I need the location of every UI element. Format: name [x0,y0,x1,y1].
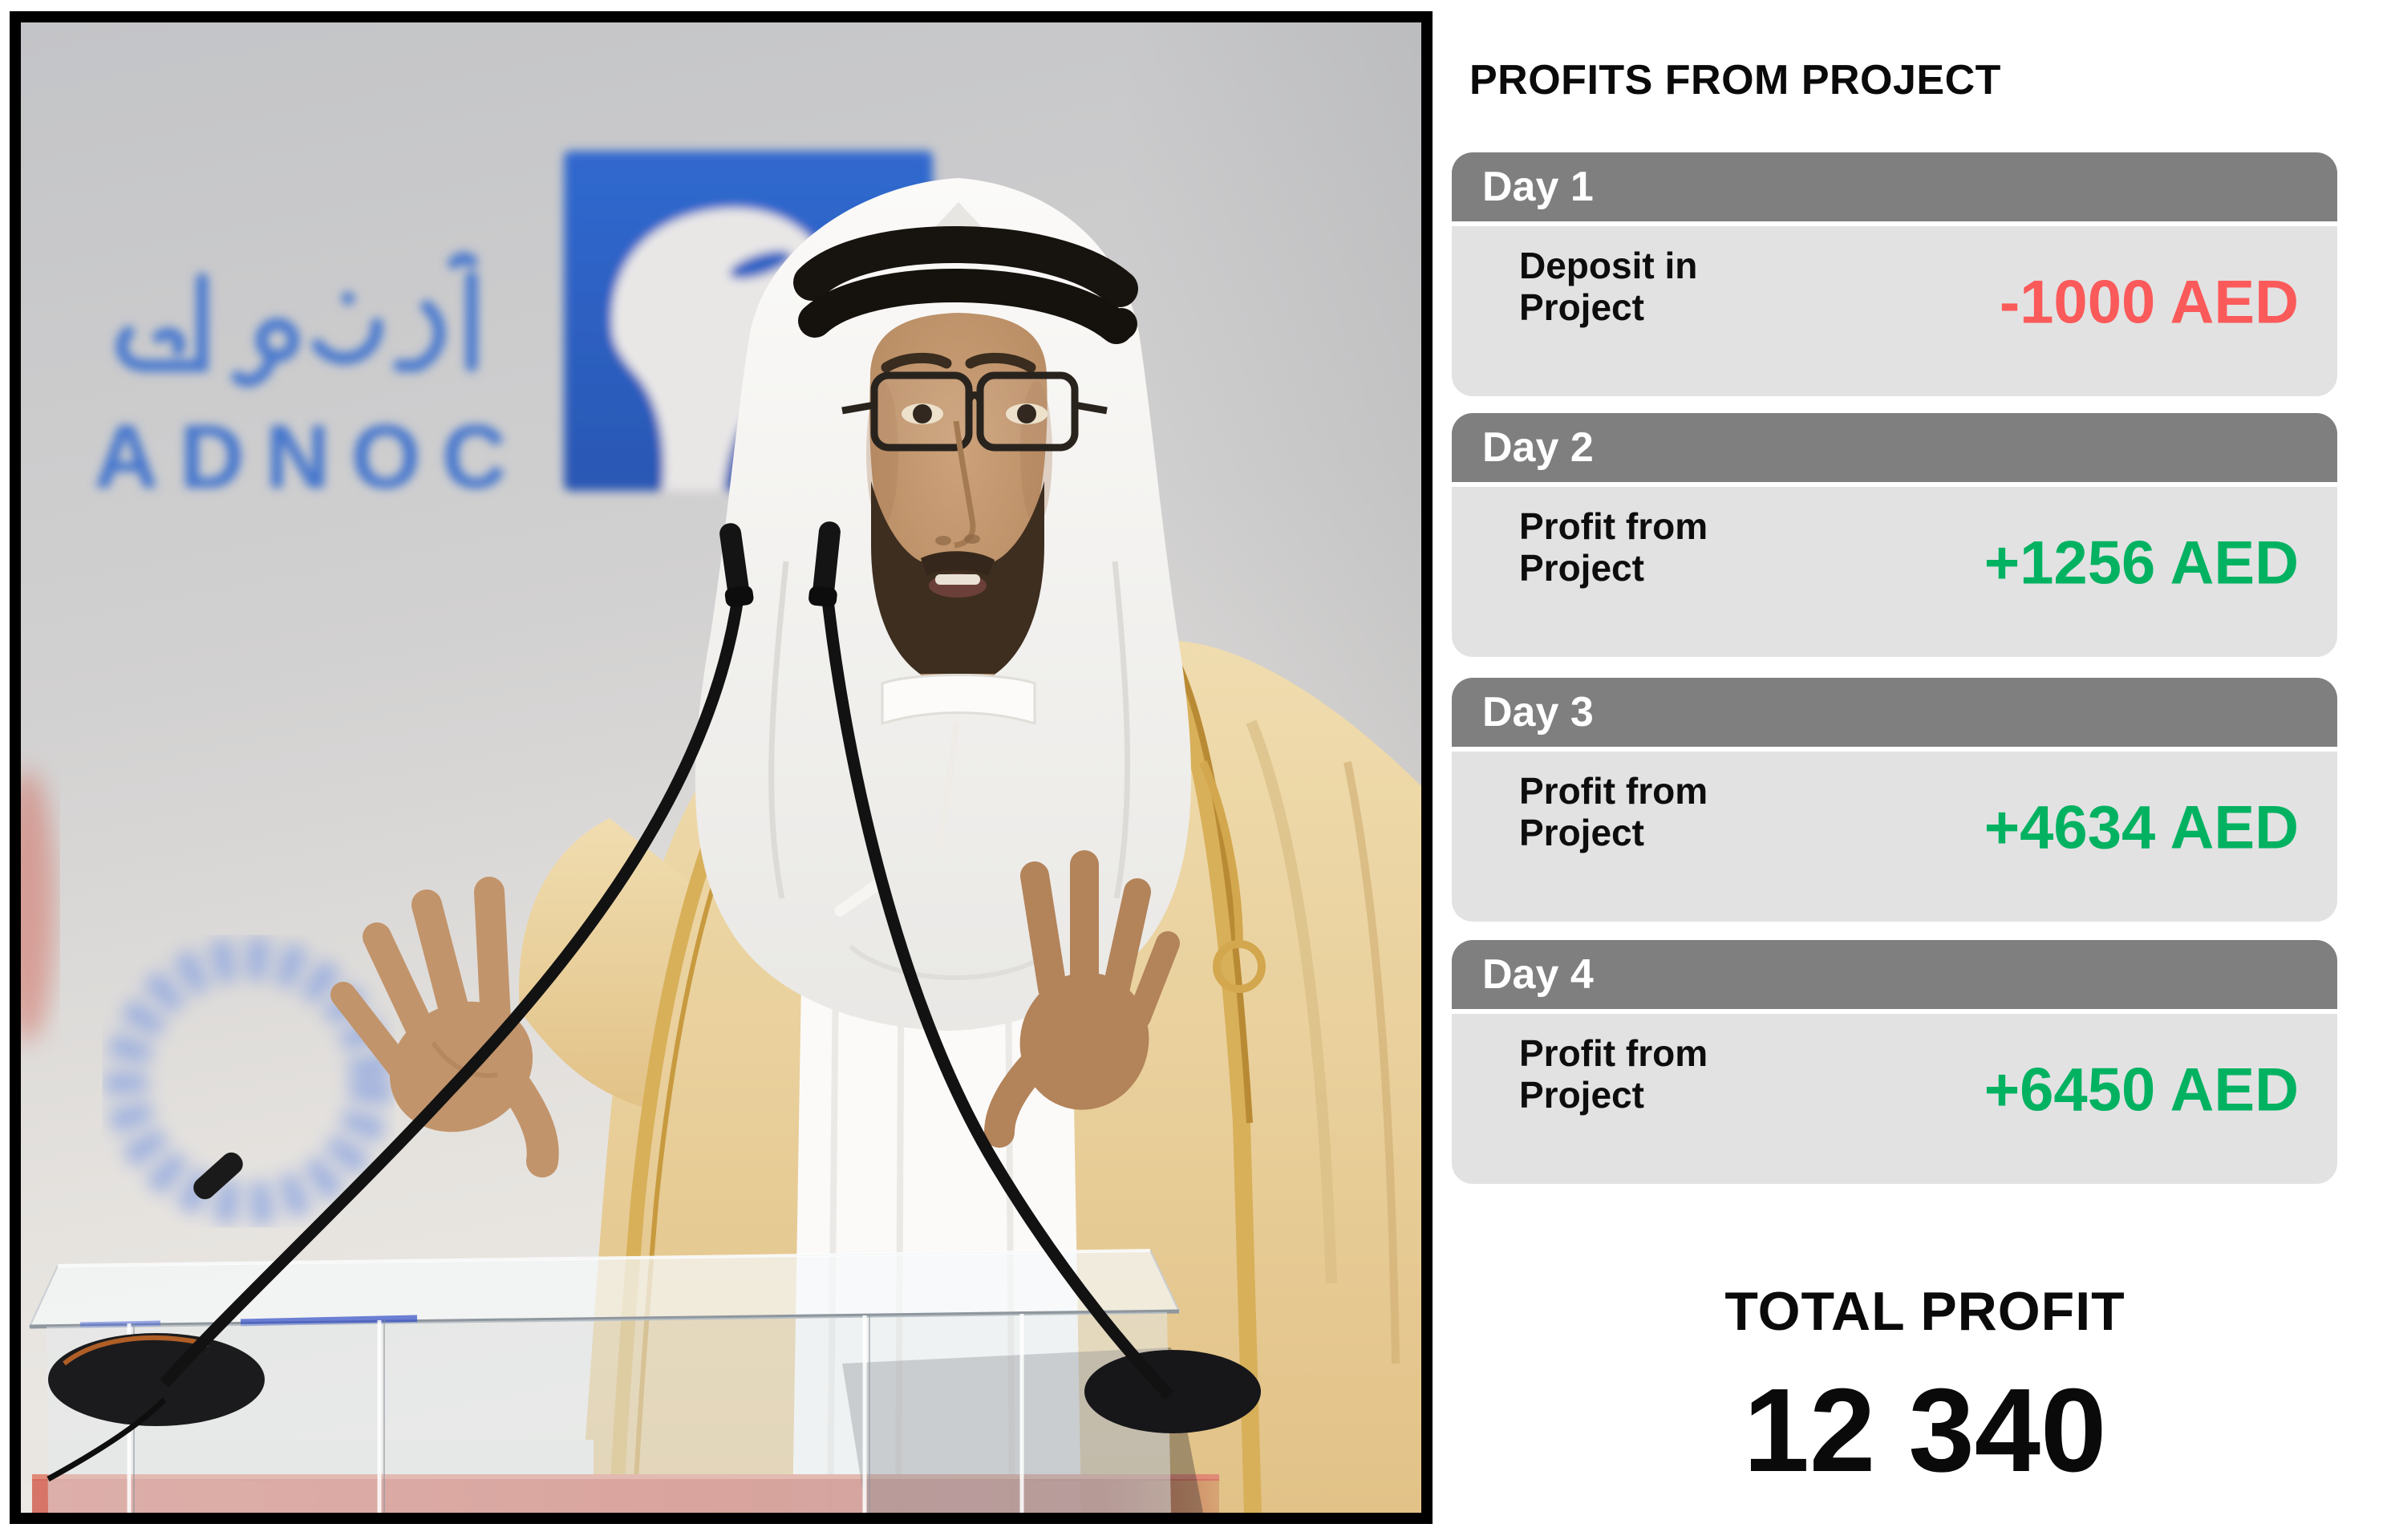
glasses-icon [841,371,1108,452]
label-line-1: Profit from [1519,1032,1708,1074]
arabic-letter-stroke [393,300,446,372]
teeth [935,574,980,585]
eyebrow [881,352,952,373]
label-line-2: Project [1519,286,1644,328]
day-card-label: Deposit in Project [1519,245,1697,328]
day-card-3: Day 3 Profit from Project +4634 AED [1452,678,2337,922]
finger [330,982,412,1080]
nostril [935,536,951,545]
day-card-header: Day 4 [1452,940,2337,1009]
agal-band [793,225,1138,307]
day-card-label: Profit from Project [1519,770,1708,853]
collar-tassel [935,721,959,851]
palm [1019,972,1149,1110]
day-amount: +4634 AED [1984,793,2299,862]
total-profit-value: 12 340 [1743,1364,2107,1497]
glasses-lens [870,371,973,452]
mic-gooseneck-right [821,599,1174,1400]
day-amount: -1000 AED [1999,268,2299,337]
day-amount: +6450 AED [1984,1056,2299,1125]
agal-band [798,268,1133,344]
mic-capsule-ring [724,586,754,607]
right-hand [984,850,1180,1148]
podium-blue-glint [240,1315,418,1327]
day-card-header: Day 3 [1452,678,2337,747]
robe-fold [1343,761,1400,1364]
label-line-2: Project [1519,1073,1644,1116]
finger [1127,931,1180,1029]
glasses-bridge [965,391,984,403]
arabic-letter-stroke [152,327,185,356]
total-profit-block: TOTAL PROFIT 12 340 [1484,1280,2366,1490]
microphones [47,521,1261,1482]
speaker-photo: ADNOC [10,11,1433,1524]
mic-capsule-left [719,523,754,607]
profits-panel: PROFITS FROM PROJECT Day 1 Deposit in Pr… [1433,0,2391,1540]
ghutra-fold [768,561,789,899]
label-line-1: Deposit in [1519,245,1698,286]
label-line-2: Project [1519,546,1644,589]
ghutra-fold [1112,561,1131,899]
adnoc-arabic-wordmark [115,252,478,387]
day-card-body: Profit from Project +1256 AED [1452,487,2337,657]
day-card-2: Day 2 Profit from Project +1256 AED [1452,413,2337,657]
mic-base-glint [63,1335,209,1366]
agal-tail [1105,308,1137,340]
mic-capsule-right [808,521,841,607]
mic-capsule [719,523,750,602]
panel-title: PROFITS FROM PROJECT [1469,57,2001,103]
label-line-1: Profit from [1519,770,1708,812]
day-card-body: Profit from Project +4634 AED [1452,752,2337,922]
eye-iris [913,404,932,424]
day-amount: +1256 AED [1984,529,2299,598]
day-card-label: Profit from Project [1519,505,1708,589]
podium-front-panel [47,1312,1171,1513]
mic-capsule [813,521,841,602]
mic-neck-joint [193,1152,243,1200]
eyebrow [965,352,1036,373]
red-stage-glow [21,770,55,1043]
glasses-temples [841,401,1108,415]
finger [1020,861,1067,1003]
falcon-eye [729,250,792,279]
finger [1101,878,1151,1008]
day-card-4: Day 4 Profit from Project +6450 AED [1452,940,2337,1184]
day-card-body: Profit from Project +6450 AED [1452,1014,2337,1184]
photo-scene: ADNOC [21,22,1421,1513]
arabic-letter-stroke [231,348,279,387]
podium-blue-glint [79,1320,161,1328]
nostril [964,534,980,544]
adnoc-latin-wordmark: ADNOC [94,407,528,507]
label-line-1: Profit from [1519,505,1708,547]
chest-highlight [834,878,884,917]
day-card-body: Deposit in Project -1000 AED [1452,226,2337,396]
gold-cord [1199,760,1243,947]
mic-base-left [48,1333,265,1426]
day-card-1: Day 1 Deposit in Project -1000 AED [1452,152,2337,396]
arabic-letter-stroke [448,252,478,270]
finger [474,877,511,1035]
gold-trim-right-inner [1176,664,1253,1124]
mustache [921,551,995,576]
total-profit-label: TOTAL PROFIT [1724,1281,2126,1342]
mic-cable [47,1397,167,1482]
podium-back-edge [57,1249,1151,1267]
arabic-letter-stroke [311,318,383,365]
label-line-2: Project [1519,811,1644,853]
mic-capsule-ring [808,586,837,607]
robe-fold [1246,719,1337,1284]
event-ring-logo [106,938,391,1224]
day-card-label: Profit from Project [1519,1032,1708,1116]
glasses-lens [976,371,1079,452]
mic-gooseneck-left [160,596,744,1388]
kandura-collar [881,674,1036,726]
day-card-header: Day 2 [1452,413,2337,482]
eye-iris [1017,404,1036,424]
arabic-letter-stroke [115,273,209,372]
right-hand-fingers [984,850,1180,1148]
day-card-header: Day 1 [1452,152,2337,221]
arabic-dot [342,292,355,305]
bisht-left-sleeve [518,818,690,1107]
